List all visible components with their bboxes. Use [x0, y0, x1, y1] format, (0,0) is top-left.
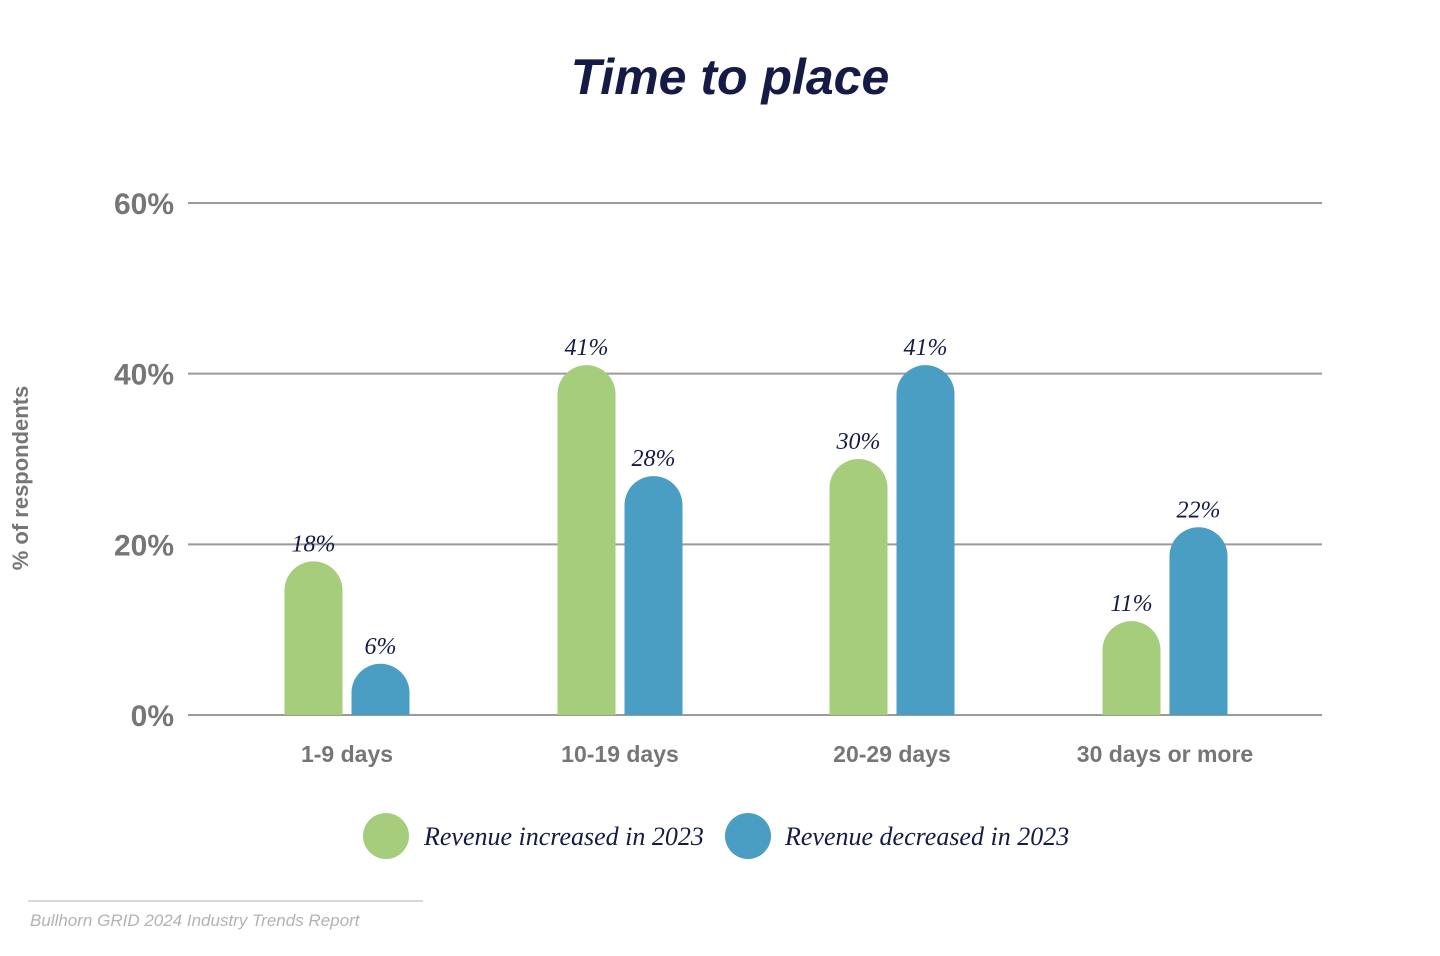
x-category-label: 30 days or more	[1077, 741, 1253, 767]
bar-decreased	[896, 365, 955, 715]
data-label: 30%	[836, 429, 881, 455]
y-tick-label: 40%	[114, 359, 174, 392]
y-axis-ticks: 0% 20% 40% 60%	[114, 188, 174, 733]
x-axis-categories: 1-9 days 10-19 days 20-29 days 30 days or m…	[301, 741, 1253, 767]
data-label: 18%	[292, 531, 336, 557]
y-tick-label: 0%	[131, 700, 174, 733]
legend: Revenue increased in 2023 Revenue decreas…	[363, 813, 1069, 859]
bar-increased	[829, 458, 888, 715]
data-label: 6%	[365, 634, 397, 660]
x-category-label: 20-29 days	[833, 741, 951, 767]
bar-increased	[284, 561, 343, 715]
data-label: 41%	[565, 335, 609, 361]
chart-title: Time to place	[570, 49, 890, 105]
y-axis-label: % of respondents	[8, 386, 33, 571]
y-tick-label: 20%	[114, 529, 174, 562]
x-category-label: 10-19 days	[561, 741, 679, 767]
legend-label: Revenue decreased in 2023	[784, 822, 1069, 851]
bars	[284, 365, 1228, 715]
legend-swatch	[363, 813, 409, 859]
bar-increased	[1102, 621, 1161, 715]
data-label: 11%	[1110, 591, 1152, 617]
data-labels: 18% 6% 41% 28% 30% 41% 11% 22%	[292, 335, 1221, 660]
bar-increased	[557, 365, 616, 715]
legend-label: Revenue increased in 2023	[423, 822, 704, 851]
bar-decreased	[624, 476, 683, 715]
source-divider	[28, 900, 423, 902]
data-label: 28%	[632, 446, 676, 472]
y-tick-label: 60%	[114, 188, 174, 221]
data-label: 41%	[904, 335, 948, 361]
x-category-label: 1-9 days	[301, 741, 393, 767]
bar-decreased	[351, 663, 410, 715]
bar-decreased	[1169, 527, 1228, 715]
source-note: Bullhorn GRID 2024 Industry Trends Repor…	[30, 911, 360, 930]
data-label: 22%	[1177, 497, 1221, 523]
legend-swatch	[725, 813, 771, 859]
